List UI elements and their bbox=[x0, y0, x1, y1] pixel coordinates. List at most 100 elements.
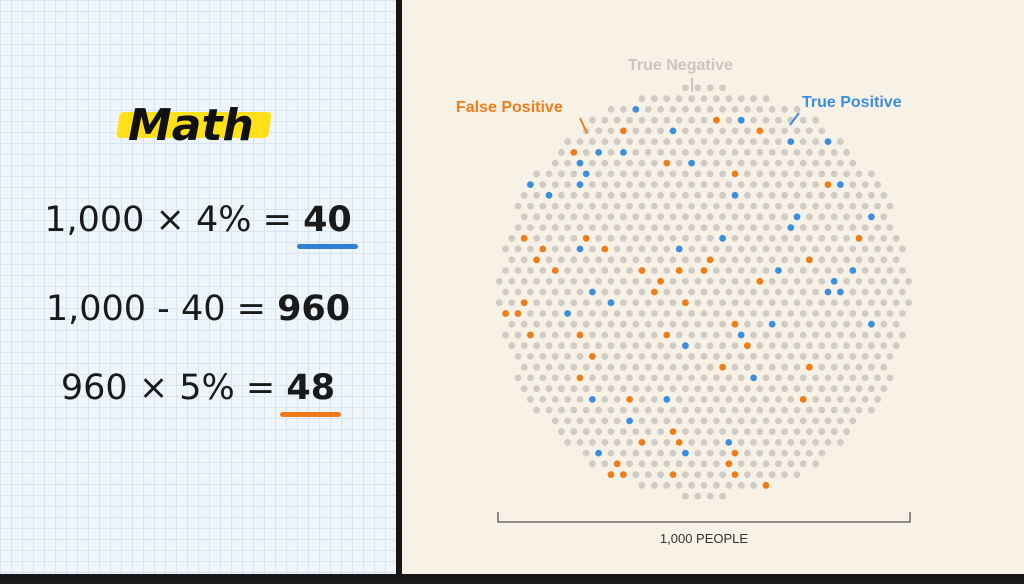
true-negative-dot bbox=[880, 256, 888, 264]
true-negative-dot bbox=[737, 138, 745, 146]
true-negative-dot bbox=[644, 406, 652, 414]
true-negative-dot bbox=[874, 331, 881, 339]
true-negative-dot bbox=[837, 417, 844, 425]
true-negative-dot bbox=[806, 127, 813, 135]
true-negative-dot bbox=[706, 406, 714, 414]
true-negative-dot bbox=[837, 224, 844, 232]
population-dot-chart: 1,000 PEOPLE bbox=[496, 78, 912, 546]
true-negative-dot bbox=[675, 95, 683, 103]
true-negative-dot bbox=[620, 256, 627, 264]
equation-2-lhs: 1,000 - 40 = bbox=[45, 289, 278, 329]
result-underline-blue bbox=[297, 244, 358, 249]
true-negative-dot bbox=[793, 277, 801, 285]
math-title-group: Math bbox=[116, 98, 278, 158]
true-negative-dot bbox=[607, 277, 615, 285]
true-negative-dot bbox=[508, 256, 516, 264]
true-negative-dot bbox=[713, 95, 720, 103]
true-negative-dot bbox=[861, 331, 869, 339]
true-positive-dot bbox=[595, 449, 602, 457]
true-negative-dot bbox=[638, 138, 646, 146]
true-negative-dot bbox=[620, 106, 627, 113]
true-negative-dot bbox=[564, 396, 571, 403]
true-negative-dot bbox=[527, 245, 534, 253]
true-negative-dot bbox=[719, 299, 726, 307]
true-negative-dot bbox=[589, 460, 596, 468]
true-negative-dot bbox=[607, 106, 615, 113]
true-negative-dot bbox=[861, 374, 869, 382]
true-negative-dot bbox=[669, 385, 677, 393]
true-negative-dot bbox=[750, 95, 757, 103]
true-negative-dot bbox=[620, 385, 627, 393]
true-negative-dot bbox=[700, 138, 708, 146]
true-negative-dot bbox=[775, 374, 782, 382]
true-negative-dot bbox=[601, 396, 609, 403]
true-negative-dot bbox=[626, 245, 633, 253]
true-negative-dot bbox=[669, 299, 677, 307]
true-positive-dot bbox=[675, 245, 683, 253]
true-negative-dot bbox=[725, 288, 733, 296]
true-negative-dot bbox=[651, 310, 658, 317]
true-negative-dot bbox=[638, 245, 646, 253]
true-negative-dot bbox=[582, 191, 590, 199]
true-negative-dot bbox=[539, 202, 547, 210]
true-negative-dot bbox=[595, 342, 602, 350]
true-negative-dot bbox=[713, 202, 720, 210]
true-negative-dot bbox=[682, 277, 689, 285]
true-negative-dot bbox=[762, 439, 770, 446]
true-negative-dot bbox=[768, 342, 776, 350]
true-negative-dot bbox=[694, 428, 702, 435]
true-negative-dot bbox=[830, 406, 838, 414]
true-negative-dot bbox=[892, 342, 900, 350]
true-negative-dot bbox=[601, 374, 609, 382]
true-negative-dot bbox=[539, 288, 547, 296]
true-negative-dot bbox=[682, 492, 689, 500]
true-negative-dot bbox=[806, 385, 813, 393]
true-negative-dot bbox=[558, 213, 565, 221]
true-negative-dot bbox=[589, 181, 596, 189]
true-negative-dot bbox=[620, 299, 627, 307]
true-negative-dot bbox=[589, 374, 596, 382]
true-negative-dot bbox=[868, 256, 875, 264]
true-negative-dot bbox=[793, 471, 801, 478]
true-negative-dot bbox=[768, 170, 776, 178]
true-negative-dot bbox=[892, 299, 900, 307]
true-negative-dot bbox=[620, 320, 627, 328]
true-negative-dot bbox=[719, 127, 726, 135]
true-negative-dot bbox=[582, 320, 590, 328]
true-negative-dot bbox=[719, 385, 726, 393]
true-negative-dot bbox=[589, 159, 596, 167]
true-negative-dot bbox=[632, 342, 640, 350]
true-negative-dot bbox=[713, 159, 720, 167]
true-negative-dot bbox=[502, 245, 509, 253]
true-negative-dot bbox=[874, 202, 881, 210]
true-negative-dot bbox=[787, 310, 795, 317]
true-negative-dot bbox=[700, 481, 708, 489]
true-negative-dot bbox=[638, 331, 646, 339]
true-negative-dot bbox=[657, 191, 664, 199]
true-negative-dot bbox=[688, 288, 695, 296]
true-negative-dot bbox=[675, 202, 683, 210]
true-negative-dot bbox=[775, 159, 782, 167]
false-positive-dot bbox=[527, 331, 534, 339]
true-negative-dot bbox=[644, 471, 652, 478]
true-negative-dot bbox=[651, 396, 658, 403]
true-negative-dot bbox=[607, 127, 615, 135]
true-negative-dot bbox=[843, 363, 850, 371]
true-negative-dot bbox=[694, 320, 702, 328]
true-negative-dot bbox=[607, 170, 615, 178]
false-positive-dot bbox=[638, 439, 646, 446]
true-negative-dot bbox=[589, 202, 596, 210]
true-negative-dot bbox=[750, 202, 757, 210]
true-negative-dot bbox=[787, 202, 795, 210]
true-negative-dot bbox=[527, 374, 534, 382]
true-negative-dot bbox=[768, 385, 776, 393]
true-negative-dot bbox=[725, 95, 733, 103]
true-negative-dot bbox=[775, 331, 782, 339]
true-negative-dot bbox=[651, 181, 658, 189]
true-negative-dot bbox=[818, 191, 826, 199]
true-negative-dot bbox=[700, 159, 708, 167]
true-negative-dot bbox=[620, 170, 627, 178]
true-negative-dot bbox=[651, 439, 658, 446]
equation-3-lhs: 960 × 5% = bbox=[60, 368, 287, 408]
true-negative-dot bbox=[551, 181, 559, 189]
